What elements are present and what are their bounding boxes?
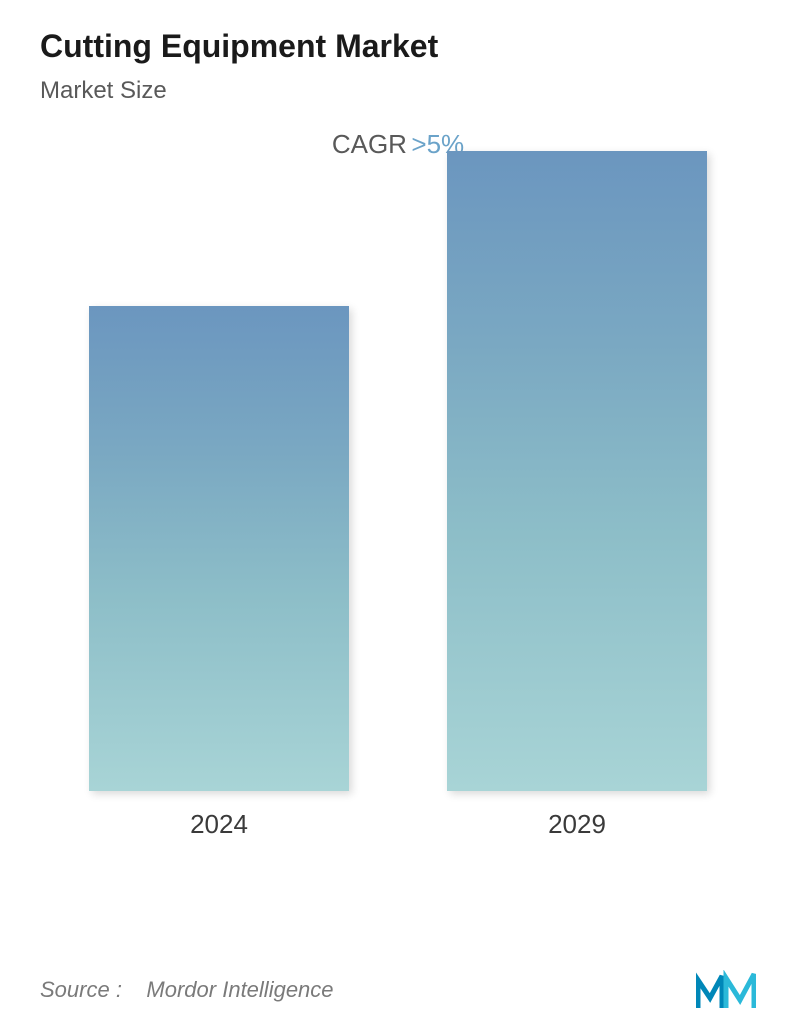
source-prefix: Source :	[40, 977, 122, 1002]
bar-label-2029: 2029	[548, 809, 606, 840]
chart-subtitle: Market Size	[40, 77, 756, 105]
bar-group-1: 2029	[438, 151, 716, 840]
bars-wrapper: 2024 2029	[60, 200, 736, 840]
bar-2024	[89, 306, 349, 791]
chart-title: Cutting Equipment Market	[40, 28, 756, 65]
chart-area: 2024 2029	[0, 200, 796, 880]
cagr-label: CAGR	[332, 129, 407, 159]
bar-group-0: 2024	[80, 306, 358, 840]
mordor-logo-icon	[696, 970, 756, 1010]
source-name: Mordor Intelligence	[146, 977, 333, 1002]
source-attribution: Source : Mordor Intelligence	[40, 977, 334, 1003]
chart-header: Cutting Equipment Market Market Size CAG…	[0, 0, 796, 160]
chart-footer: Source : Mordor Intelligence	[0, 970, 796, 1010]
bar-2029	[447, 151, 707, 791]
bar-label-2024: 2024	[190, 809, 248, 840]
